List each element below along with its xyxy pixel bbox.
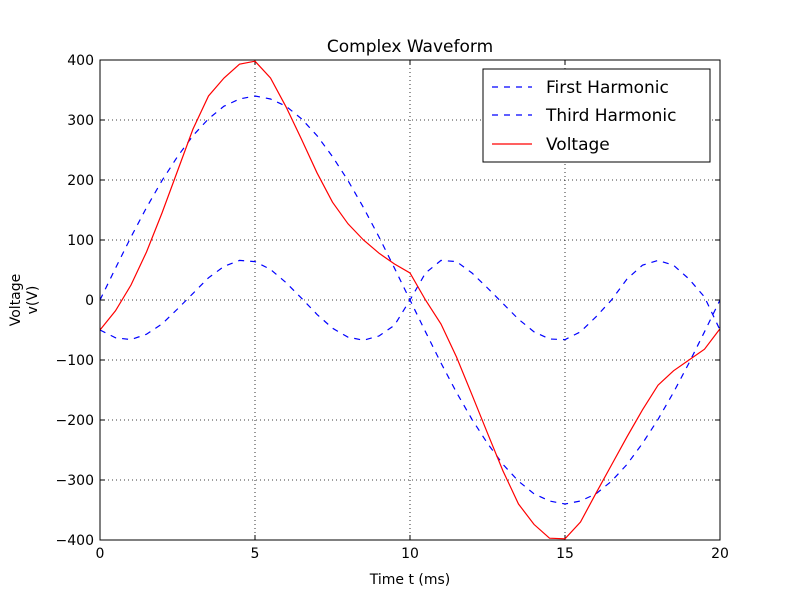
legend-label-first-harmonic: First Harmonic — [546, 78, 669, 98]
plot-area-frame — [99, 59, 721, 541]
series-layer — [99, 60, 721, 540]
series-line-voltage — [99, 60, 721, 540]
chart-title: Complex Waveform — [327, 37, 493, 57]
y-tick-label: 200 — [67, 173, 94, 189]
y-tick-label: 0 — [85, 293, 94, 309]
y-axis-label-line-2: v(V) — [25, 286, 41, 315]
series-line-third-harmonic — [99, 259, 721, 341]
y-axis-label-line-1: Voltage — [8, 274, 24, 327]
y-tick-label: −100 — [56, 353, 94, 369]
x-tick-label: 15 — [556, 546, 574, 562]
x-tick-label: 5 — [251, 546, 260, 562]
y-tick-label: 400 — [67, 53, 94, 69]
legend: First Harmonic Third Harmonic Voltage — [482, 68, 711, 163]
x-tick-label: 0 — [96, 546, 105, 562]
y-tick-label: 100 — [67, 233, 94, 249]
y-tick-label: −200 — [56, 413, 94, 429]
x-tick-label: 10 — [401, 546, 419, 562]
legend-label-third-harmonic: Third Harmonic — [545, 106, 676, 126]
y-tick-label: −300 — [56, 473, 94, 489]
y-tick-label: −400 — [56, 533, 94, 549]
y-axis-label: Voltage v(V) — [8, 274, 41, 327]
y-tick-label: 300 — [67, 113, 94, 129]
legend-label-voltage: Voltage — [546, 135, 610, 155]
y-tick-labels: −400 −300 −200 −100 0 100 200 300 400 — [56, 53, 94, 549]
x-tick-labels: 0 5 10 15 20 — [96, 546, 729, 562]
x-tick-label: 20 — [711, 546, 729, 562]
x-axis-label: Time t (ms) — [369, 572, 451, 588]
